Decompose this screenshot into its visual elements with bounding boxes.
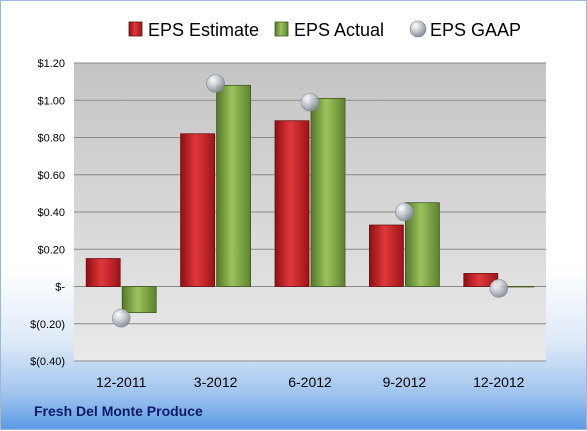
- legend-swatch-eps-actual: [274, 21, 289, 37]
- legend-swatch-eps-gaap: [409, 20, 427, 38]
- y-tick-label: $1.20: [37, 58, 65, 70]
- gaap-marker-6-2012: [300, 92, 320, 112]
- gaap-marker-12-2011: [111, 308, 131, 328]
- x-tick-label: 3-2012: [194, 374, 238, 390]
- y-tick-label: $-: [55, 282, 65, 294]
- company-name: Fresh Del Monte Produce: [34, 403, 203, 419]
- y-tick-label: $0.60: [37, 170, 65, 182]
- gaap-marker-12-2012: [489, 279, 509, 298]
- actual-bar-6-2012: [310, 97, 346, 287]
- x-tick-label: 9-2012: [383, 374, 427, 390]
- legend-swatch-eps-estimate: [128, 21, 143, 37]
- y-tick-label: $0.40: [37, 207, 65, 219]
- gaap-marker-3-2012: [206, 74, 225, 93]
- legend-label: EPS Estimate: [148, 20, 259, 40]
- estimate-bar-3-2012: [180, 133, 216, 287]
- actual-bar-3-2012: [216, 84, 252, 287]
- y-tick-label: $(0.20): [30, 319, 65, 331]
- y-tick-label: $0.20: [37, 244, 65, 256]
- y-tick-label: $(0.40): [30, 356, 65, 368]
- x-tick-label: 12-2011: [96, 374, 147, 390]
- actual-bar-12-2011: [121, 286, 157, 313]
- legend-label: EPS GAAP: [430, 20, 521, 40]
- estimate-bar-6-2012: [274, 120, 310, 287]
- x-tick-label: 12-2012: [473, 374, 525, 390]
- legend-label: EPS Actual: [294, 20, 384, 40]
- estimate-bar-9-2012: [368, 224, 404, 287]
- estimate-bar-12-2011: [85, 258, 121, 287]
- y-tick-label: $0.80: [37, 133, 65, 145]
- gaap-marker-9-2012: [395, 202, 414, 222]
- x-tick-label: 6-2012: [288, 374, 332, 390]
- y-tick-label: $1.00: [37, 95, 65, 107]
